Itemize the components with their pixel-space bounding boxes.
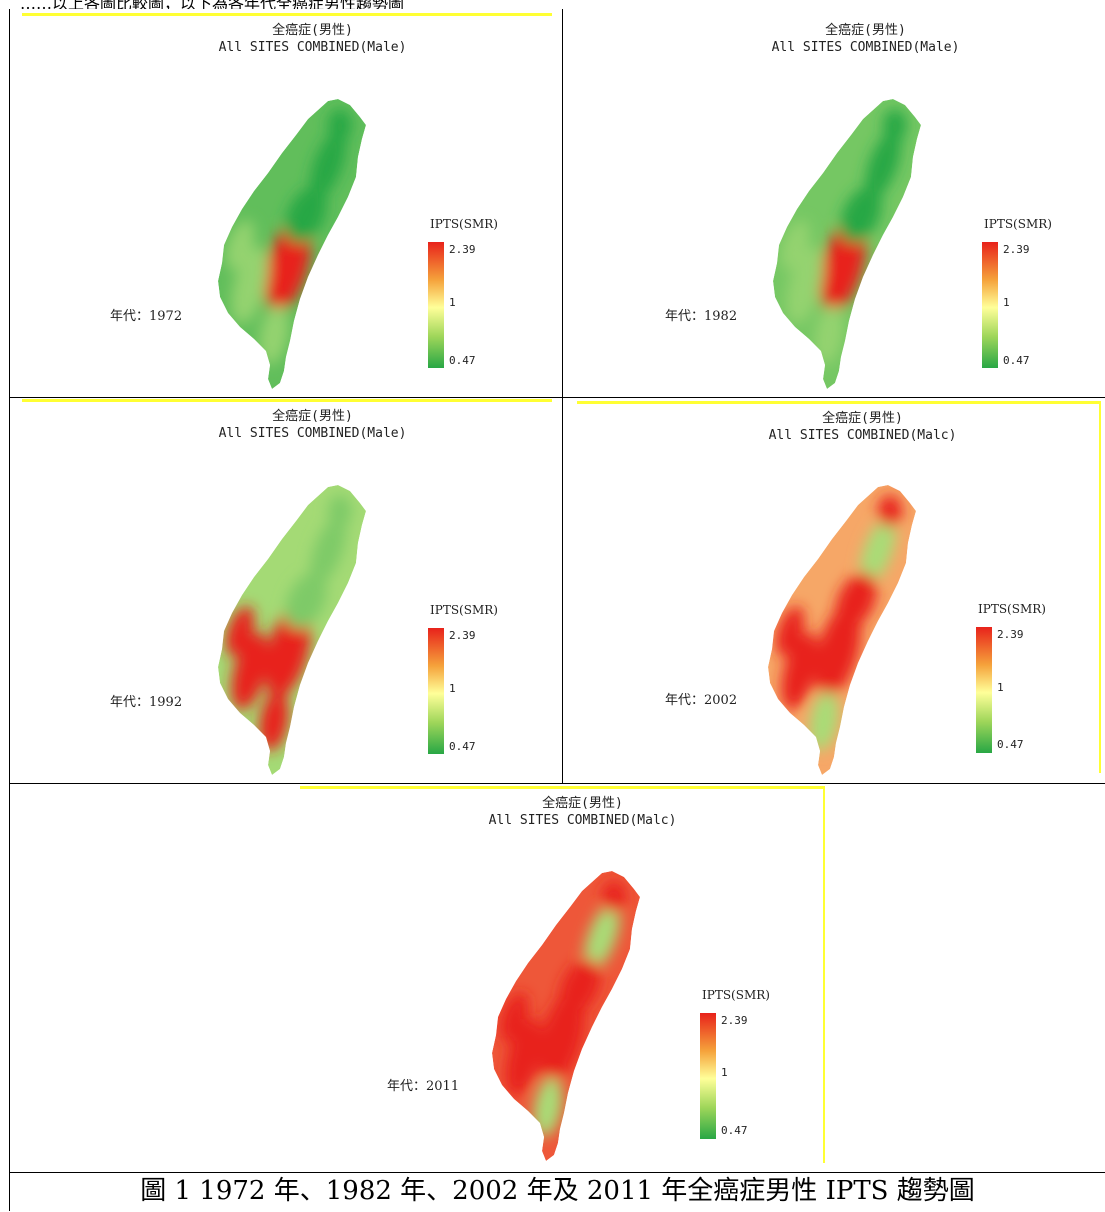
legend-max: 2.39 [449,629,476,642]
legend-title: IPTS(SMR) [702,988,770,1002]
frame-accent [823,786,825,1163]
heat-region [285,572,327,630]
legend-color-bar [428,628,444,754]
legend-min: 0.47 [721,1124,748,1137]
map-title-en: All SITES COMBINED(Malc) [488,813,677,828]
legend-color-bar [982,242,998,368]
row-divider [9,783,1105,784]
map-heat-layer [768,485,916,775]
heat-region [809,691,839,751]
heat-region [533,1077,563,1137]
heat-region [814,305,844,365]
map-title-en: All SITES COMBINED(Malc) [768,428,957,443]
heat-region [602,881,626,913]
legend-min: 0.47 [449,740,476,753]
heat-region [328,495,352,527]
heat-region [780,220,810,270]
map-heat-layer [773,99,921,389]
legend-max: 2.39 [997,628,1024,641]
figure-caption: 圖 1 1972 年、1982 年、2002 年及 2011 年全癌症男性 IP… [10,1172,1105,1212]
row-divider [9,397,1105,398]
heat-region [259,305,289,365]
top-fragment: ……以上各圖比較圖，以下為各年代全癌症男性趨勢圖 [20,0,404,9]
legend-mid: 1 [997,681,1004,694]
legend-color-bar [428,242,444,368]
map-title: 全癌症(男性) All SITES COMBINED(Male) [703,22,1028,56]
frame-accent [577,401,1101,404]
map-title: 全癌症(男性) All SITES COMBINED(Male) [150,22,475,56]
year-label: 年代：2011 [387,1079,460,1094]
frame-accent [22,399,552,402]
legend-mid: 1 [721,1066,728,1079]
map-heat-layer [492,871,640,1161]
heat-region [309,516,347,586]
legend-max: 2.39 [1003,243,1030,256]
legend-title: IPTS(SMR) [430,217,498,231]
map-title-en: All SITES COMBINED(Male) [771,40,960,55]
legend-mid: 1 [449,682,456,695]
taiwan-map [218,485,366,775]
col-divider [562,9,563,783]
map-title-zh: 全癌症(男性) [822,411,903,426]
heat-region [499,992,529,1042]
map-title-zh: 全癌症(男性) [825,23,906,38]
legend-title: IPTS(SMR) [978,602,1046,616]
taiwan-map [768,485,916,775]
heat-region [859,516,897,586]
frame-accent [1099,401,1101,773]
heat-region [309,130,347,200]
heat-region [583,902,621,972]
legend-min: 0.47 [449,354,476,367]
legend-max: 2.39 [449,243,476,256]
heat-region [259,691,289,751]
map-title: 全癌症(男性) All SITES COMBINED(Malc) [420,795,745,829]
frame-accent [22,13,552,16]
frame-accent [300,786,825,789]
map-title-en: All SITES COMBINED(Male) [218,426,407,441]
heat-region [883,109,907,141]
legend-color-bar [700,1013,716,1139]
map-title-en: All SITES COMBINED(Male) [218,40,407,55]
map-title: 全癌症(男性) All SITES COMBINED(Male) [150,408,475,442]
legend-mid: 1 [1003,296,1010,309]
year-label: 年代：1992 [110,695,183,710]
legend-mid: 1 [449,296,456,309]
taiwan-map [218,99,366,389]
heat-region [864,130,902,200]
map-title-zh: 全癌症(男性) [542,796,623,811]
map-title-zh: 全癌症(男性) [272,409,353,424]
heat-region [840,186,882,244]
year-label: 年代：1982 [665,309,738,324]
year-label: 年代：2002 [665,693,738,708]
legend-max: 2.39 [721,1014,748,1027]
legend-title: IPTS(SMR) [984,217,1052,231]
figure-table [9,9,1105,1211]
map-title-zh: 全癌症(男性) [272,23,353,38]
cropped-top-text: ……以上各圖比較圖，以下為各年代全癌症男性趨勢圖 [0,0,1105,9]
heat-region [225,220,255,270]
legend-title: IPTS(SMR) [430,603,498,617]
heat-region [775,606,805,656]
heat-region [878,495,902,527]
map-title: 全癌症(男性) All SITES COMBINED(Malc) [700,410,1025,444]
heat-region [328,109,352,141]
year-label: 年代：1972 [110,309,183,324]
taiwan-map [492,871,640,1161]
map-heat-layer [218,99,366,389]
map-heat-layer [218,485,366,775]
heat-region [559,958,601,1016]
legend-color-bar [976,627,992,753]
taiwan-map [773,99,921,389]
heat-region [285,186,327,244]
heat-region [835,572,877,630]
legend-min: 0.47 [997,738,1024,751]
legend-min: 0.47 [1003,354,1030,367]
heat-region [225,606,255,656]
